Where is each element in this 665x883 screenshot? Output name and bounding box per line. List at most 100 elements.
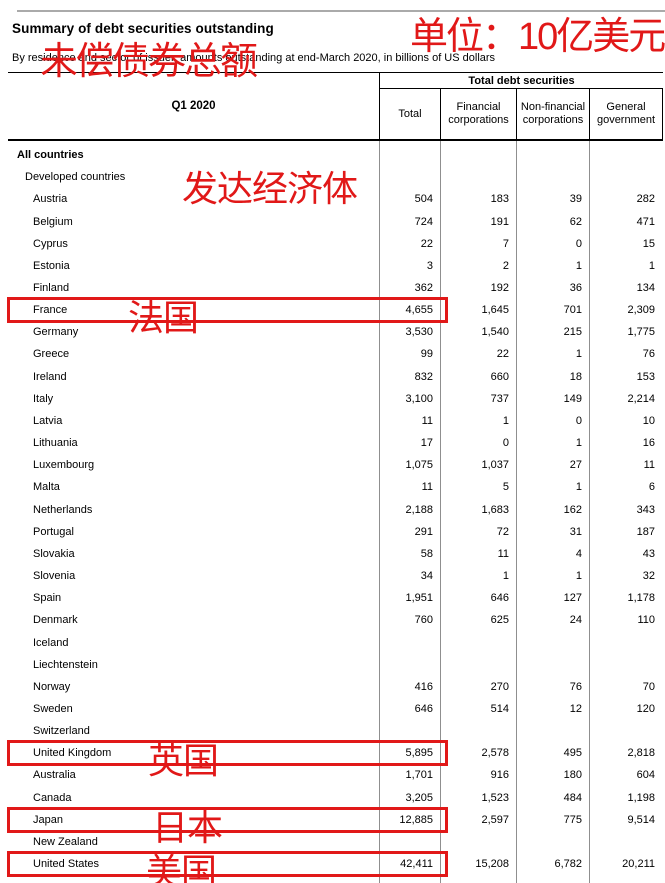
table-header: Q1 2020 Total debt securities Total Fina…: [8, 72, 663, 141]
general-government-value: 32: [642, 570, 655, 583]
total-value: 2,188: [405, 503, 433, 516]
country-label: Denmark: [33, 614, 78, 627]
general-government-value: 2,818: [627, 747, 655, 760]
column-header-non-financial-corporations: Non-financial corporations: [517, 89, 590, 139]
table-row: Austria 504 183 39 282: [8, 188, 663, 210]
total-value: 362: [414, 282, 433, 295]
column-group: Total debt securities Total Financial co…: [380, 73, 663, 139]
total-value: 724: [414, 215, 433, 228]
non-financial-corporations-value: 162: [563, 503, 582, 516]
non-financial-corporations-value: 180: [563, 769, 582, 782]
non-financial-corporations-value: 1: [575, 481, 582, 494]
country-label: Slovenia: [33, 570, 76, 583]
group-header-cell: Total debt securities: [380, 73, 663, 89]
country-label: Belgium: [33, 215, 73, 228]
total-value: 42,411: [400, 858, 433, 871]
financial-corporations-value: 1,037: [481, 459, 509, 472]
general-government-value: 134: [636, 282, 655, 295]
financial-corporations-value: 1,645: [481, 304, 509, 317]
non-financial-corporations-value: 1: [575, 570, 582, 583]
total-value: 34: [420, 570, 433, 583]
row-annotation-label: 法国: [128, 297, 199, 339]
column-header-total: Total: [380, 89, 441, 139]
non-financial-corporations-value: 4: [575, 547, 582, 560]
financial-corporations-value: 0: [502, 437, 509, 450]
non-financial-corporations-value: 495: [563, 747, 582, 760]
non-financial-corporations-value: 1: [575, 259, 582, 272]
financial-corporations-value: 15,208: [475, 858, 509, 871]
country-label: Austria: [33, 193, 68, 206]
total-value: 1,701: [405, 769, 433, 782]
country-label: Lithuania: [33, 437, 78, 450]
non-financial-corporations-value: 18: [569, 370, 582, 383]
country-label: Sweden: [33, 702, 73, 715]
column-divider-4: [589, 141, 590, 883]
table-row: Developed countries: [8, 166, 663, 188]
country-label: France: [33, 304, 68, 317]
general-government-value: 9,514: [627, 813, 655, 826]
total-value: 646: [414, 702, 433, 715]
non-financial-corporations-value: 775: [563, 813, 582, 826]
total-value: 22: [420, 237, 433, 250]
table-row: New Zealand: [8, 831, 663, 853]
general-government-value: 1: [648, 259, 655, 272]
total-value: 4,655: [405, 304, 433, 317]
country-label: Spain: [33, 592, 62, 605]
table-row: Iceland: [8, 631, 663, 653]
financial-corporations-value: 1: [502, 570, 509, 583]
table-row: Germany 3,530 1,540 215 1,775: [8, 321, 663, 343]
table-row: Cyprus 22 7 0 15: [8, 233, 663, 255]
column-header-financial-corporations: Financial corporations: [441, 89, 517, 139]
annotation-overlay-title: 未偿债券总额: [40, 41, 258, 83]
annotation-unit-note: 单位：10亿美元: [410, 16, 665, 58]
general-government-value: 604: [636, 769, 655, 782]
financial-corporations-value: 625: [490, 614, 509, 627]
table-row: Portugal 291 72 31 187: [8, 521, 663, 543]
table-row: United States 42,411 15,208 6,782 20,211: [8, 853, 663, 875]
total-value: 58: [420, 547, 433, 560]
total-value: 416: [414, 680, 433, 693]
total-value: 17: [420, 437, 433, 450]
general-government-value: 153: [636, 370, 655, 383]
table-row: Greece 99 22 1 76: [8, 343, 663, 365]
non-financial-corporations-value: 27: [569, 459, 582, 472]
table-row: Slovakia 58 11 4 43: [8, 543, 663, 565]
financial-corporations-value: 22: [496, 348, 509, 361]
table-row: Liechtenstein: [8, 654, 663, 676]
non-financial-corporations-value: 127: [563, 592, 582, 605]
non-financial-corporations-value: 24: [569, 614, 582, 627]
financial-corporations-value: 737: [490, 392, 509, 405]
country-label: New Zealand: [33, 835, 98, 848]
country-label: United Kingdom: [33, 747, 112, 760]
financial-corporations-value: 1,683: [481, 503, 509, 516]
top-divider: [17, 10, 665, 12]
table-row: Estonia 3 2 1 1: [8, 255, 663, 277]
general-government-value: 471: [636, 215, 655, 228]
general-government-value: 120: [636, 702, 655, 715]
country-label: Australia: [33, 769, 76, 782]
total-value: 11: [421, 414, 433, 427]
table-row: Finland 362 192 36 134: [8, 277, 663, 299]
country-label: Liechtenstein: [33, 658, 98, 671]
non-financial-corporations-value: 0: [575, 237, 582, 250]
country-label: United States: [33, 858, 100, 871]
general-government-value: 282: [636, 193, 655, 206]
country-label: Finland: [33, 282, 70, 295]
row-highlight-box: [7, 851, 448, 878]
country-label: Malta: [33, 481, 60, 494]
country-label: Greece: [33, 348, 70, 361]
page-title: Summary of debt securities outstanding: [12, 21, 274, 36]
total-value: 1,951: [405, 592, 433, 605]
country-label: Germany: [33, 326, 79, 339]
general-government-value: 110: [637, 614, 655, 627]
non-financial-corporations-value: 215: [563, 326, 582, 339]
general-government-value: 16: [642, 437, 655, 450]
table-row: Australia 1,701 916 180 604: [8, 764, 663, 786]
total-value: 1,075: [405, 459, 433, 472]
non-financial-corporations-value: 1: [575, 348, 582, 361]
annotation-developed-countries: 发达经济体: [182, 168, 358, 209]
financial-corporations-value: 2: [502, 259, 509, 272]
financial-corporations-value: 191: [490, 215, 509, 228]
general-government-value: 2,214: [627, 392, 655, 405]
